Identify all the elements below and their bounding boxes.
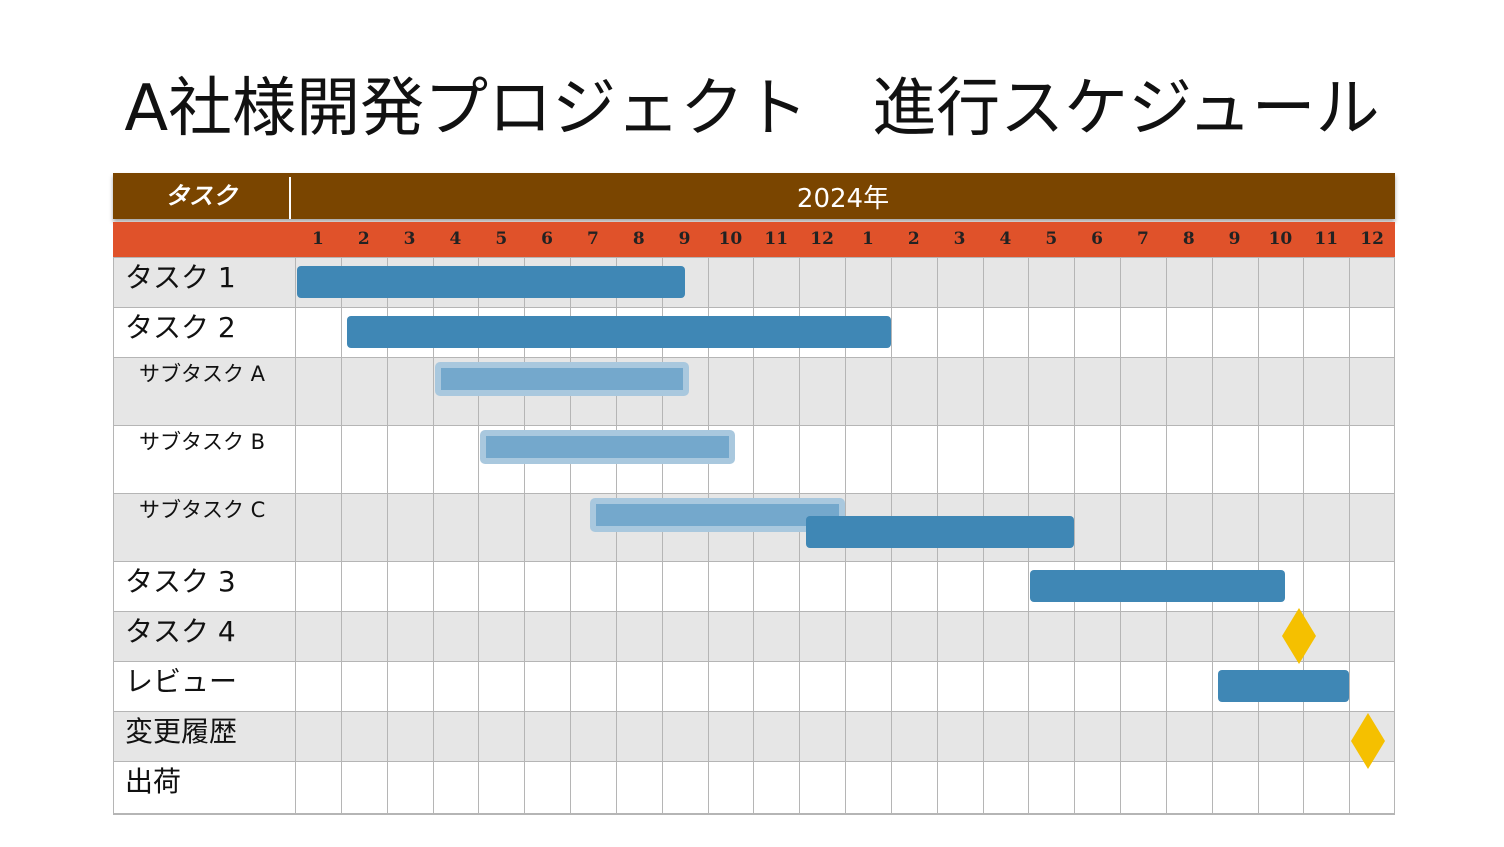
task-row: レビュー [113,661,1395,711]
grid-vline [1303,257,1305,814]
month-row: 1 2 3 4 5 6 7 8 9 10 11 12 1 2 3 4 5 6 7 8 9 10 11 12 [113,222,1395,257]
month-label: 12 [1360,229,1384,249]
grid-vline [615,257,617,814]
task-label: レビュー [125,665,238,698]
task-bar[interactable] [347,316,891,348]
task-row: タスク 2 [113,307,1395,357]
task-label: 出荷 [125,765,182,798]
month-label: 7 [1136,229,1149,249]
month-label: 9 [1228,229,1241,249]
grid-vline [386,257,388,814]
task-bar[interactable] [297,266,685,298]
subtask-label: サブタスク B [139,430,266,454]
subtask-label: サブタスク A [139,362,266,386]
month-label: 5 [1045,229,1058,249]
task-row: サブタスク B [113,425,1395,493]
grid-vline [524,257,526,814]
task-label: タスク 4 [125,615,236,648]
task-label: タスク 2 [125,311,236,344]
month-label: 1 [861,229,874,249]
subtask-label: サブタスク C [139,498,266,522]
month-label: 6 [1091,229,1103,249]
task-bar[interactable] [1218,670,1350,702]
task-bar[interactable] [1030,570,1285,602]
grid-hline [113,307,1395,308]
task-row: 出荷 [113,761,1395,813]
grid-vline [478,257,480,814]
month-label: 10 [1268,229,1293,249]
month-label: 5 [495,229,508,249]
grid-vline [340,257,342,814]
grid-vline [295,257,296,814]
subtask-bar[interactable] [480,430,735,464]
gantt-chart: タスク 2024年 1 2 3 4 5 6 7 8 9 10 11 12 1 2 3 4 5 6 7 8 9 10 11 12… [113,173,1395,815]
grid-hline [113,425,1395,426]
grid-vline [1211,257,1213,814]
grid-hline [113,357,1395,358]
grid-hline [113,813,1395,814]
month-label: 3 [953,229,966,249]
task-label: タスク 3 [125,565,236,598]
month-label: 8 [632,229,645,249]
year-header: 2024年 [796,184,890,214]
month-label: 10 [718,229,743,249]
month-label: 11 [1314,229,1339,249]
grid-vline [799,257,801,814]
milestone-shape [1281,608,1316,664]
grid-vline [1349,257,1351,814]
month-label: 4 [999,229,1012,249]
page-title: A社様開発プロジェクト 進行スケジュール [124,72,1380,146]
grid-vline [1074,257,1076,814]
subtask-bar[interactable] [434,362,690,396]
header-row: タスク 2024年 [113,173,1395,219]
grid-vline [1165,257,1167,814]
month-label: 1 [311,229,324,249]
task-row: タスク 3 [113,561,1395,611]
subtask-bar[interactable] [590,498,845,532]
month-label: 11 [764,229,789,249]
month-label: 2 [357,229,370,249]
grid-vline [570,257,571,814]
month-label: 3 [403,229,416,249]
grid-vline [1120,257,1121,814]
task-column-header: タスク [165,182,237,210]
month-label: 9 [678,229,691,249]
grid-vline [753,257,755,814]
month-label: 7 [586,229,599,249]
task-bar[interactable] [805,516,1075,548]
grid-hline [113,661,1395,662]
grid-hline [113,711,1395,712]
grid-hline [113,561,1395,562]
grid-vline [432,257,434,814]
task-label: 変更履歴 [125,715,238,748]
month-label: 12 [810,229,834,249]
header-divider [289,177,291,219]
milestone-diamond[interactable] [1281,608,1316,664]
month-label: 4 [449,229,462,249]
milestone-shape [1350,713,1385,769]
month-label: 2 [907,229,920,249]
milestone-diamond[interactable] [1350,713,1385,769]
task-label: タスク 1 [125,261,236,294]
grid-hline [113,761,1395,762]
month-label: 6 [541,229,553,249]
grid-vline [661,257,663,814]
month-label: 8 [1182,229,1195,249]
grid-hline [113,611,1395,612]
grid-vline [1257,257,1259,814]
grid-hline [113,493,1395,494]
grid-vline [707,257,709,814]
